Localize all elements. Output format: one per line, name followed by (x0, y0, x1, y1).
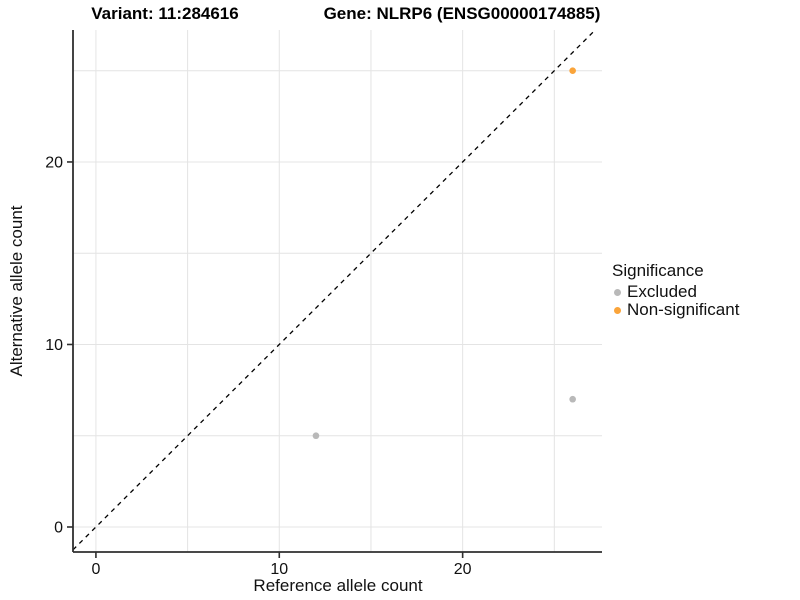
y-tick-label: 20 (45, 154, 63, 171)
legend-item-excluded: Excluded (610, 282, 739, 301)
y-tick-label: 0 (54, 519, 63, 536)
x-tick-label: 0 (91, 561, 100, 578)
legend-label-excluded: Excluded (627, 282, 697, 301)
x-axis-title: Reference allele count (253, 576, 423, 595)
excluded-swatch-icon (614, 288, 621, 296)
data-point (569, 67, 576, 75)
legend-title: Significance (612, 261, 704, 280)
identity-line (72, 29, 596, 551)
non-significant-swatch-icon (614, 306, 621, 314)
legend-label-non-significant: Non-significant (627, 300, 740, 319)
y-tick-label: 10 (45, 337, 63, 354)
gene-title: Gene: NLRP6 (ENSG00000174885) (323, 4, 601, 23)
variant-title: Variant: 11:284616 (91, 4, 239, 23)
legend-item-non-significant: Non-significant (610, 300, 740, 319)
x-tick-label: 10 (270, 561, 288, 578)
legend: Significance Excluded Non-significant (610, 261, 739, 319)
data-point (312, 432, 320, 440)
data-point (569, 395, 576, 403)
x-tick-label: 20 (454, 561, 472, 578)
y-axis-title: Alternative allele count (7, 205, 26, 377)
